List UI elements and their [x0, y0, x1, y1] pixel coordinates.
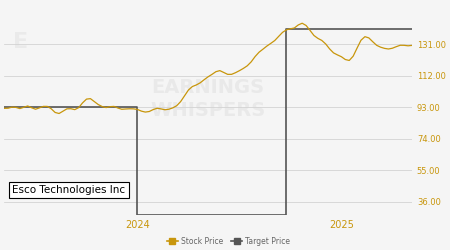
Legend: Stock Price, Target Price: Stock Price, Target Price: [163, 234, 293, 249]
Text: E: E: [13, 32, 28, 52]
Text: EARNINGS
WHISPERS: EARNINGS WHISPERS: [150, 78, 266, 120]
Text: Esco Technologies Inc: Esco Technologies Inc: [12, 185, 126, 195]
